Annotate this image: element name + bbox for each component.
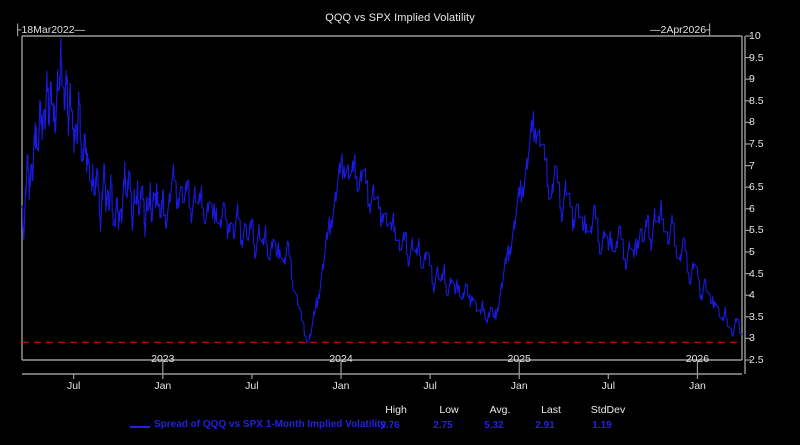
x-axis-year-label: 2025 bbox=[507, 353, 531, 365]
y-axis-tick-label: 6 bbox=[749, 202, 755, 215]
x-axis-month-label: Jan bbox=[510, 380, 528, 392]
y-axis-tick-label: 7.5 bbox=[749, 138, 764, 150]
x-axis-year-label: 2026 bbox=[685, 353, 710, 365]
y-axis-tick-label: 4 bbox=[749, 289, 755, 302]
x-axis-year-label: 2024 bbox=[329, 353, 353, 365]
range-start-label: ├18Mar2022— bbox=[14, 24, 86, 36]
y-axis-tick-label: 5.5 bbox=[749, 224, 764, 237]
y-axis-tick-label: 9 bbox=[749, 73, 755, 86]
y-axis-tick-label: 5 bbox=[749, 246, 755, 258]
y-axis-tick-label: 9.5 bbox=[749, 51, 764, 64]
legend-stat-header: StdDev bbox=[590, 404, 626, 416]
legend-color-swatch bbox=[130, 426, 150, 428]
x-axis-month-label: Jan bbox=[688, 380, 706, 392]
chart-legend: High 9.76 Low 2.75 Avg. 5.32 Last 2.91 StdDev 1.1… bbox=[0, 404, 800, 444]
y-axis-tick-label: 2.5 bbox=[749, 354, 764, 366]
legend-stat-header: Avg. bbox=[489, 404, 511, 416]
x-axis-month-label: Jul bbox=[245, 380, 259, 392]
legend-stat-value: 1.19 bbox=[592, 420, 612, 431]
y-axis-tick-label: 3 bbox=[749, 332, 755, 345]
x-axis-month-label: Jul bbox=[601, 380, 616, 392]
legend-stat-value: 5.32 bbox=[484, 420, 504, 431]
legend-series-row: Spread of QQQ vs SPX 1-Month Implied Vol… bbox=[0, 419, 800, 435]
legend-stat-header: High bbox=[385, 404, 407, 416]
y-axis-tick-label: 3.5 bbox=[749, 310, 764, 323]
y-axis-tick-label: 6.5 bbox=[749, 181, 764, 194]
axis-ticks bbox=[73, 35, 751, 379]
chart-title: QQQ vs SPX Implied Volatility bbox=[325, 12, 475, 24]
y-axis-tick-label: 7 bbox=[749, 159, 755, 172]
legend-stat-header: Low bbox=[439, 404, 459, 416]
legend-stat-headers: High 9.76 Low 2.75 Avg. 5.32 Last 2.91 StdDev 1.1… bbox=[0, 404, 800, 431]
series-line bbox=[21, 37, 743, 343]
legend-stat-header: Last bbox=[541, 404, 561, 416]
plot-frame bbox=[21, 35, 746, 375]
x-axis-month-label: Jan bbox=[332, 380, 350, 392]
x-axis-month-label: Jul bbox=[66, 380, 81, 392]
legend-stat-value: 9.76 bbox=[380, 420, 400, 431]
legend-stat-value: 2.91 bbox=[535, 420, 555, 431]
legend-series-label: Spread of QQQ vs SPX 1-Month Implied Vol… bbox=[154, 419, 387, 430]
legend-stat-value: 2.75 bbox=[433, 420, 453, 431]
y-axis-tick-label: 8 bbox=[749, 116, 755, 129]
x-axis-month-label: Jan bbox=[154, 380, 172, 392]
x-axis-year-label: 2023 bbox=[151, 353, 175, 365]
x-axis-month-label: Jul bbox=[423, 380, 437, 392]
y-axis-tick-label: 8.5 bbox=[749, 94, 764, 107]
y-axis-tick-label: 4.5 bbox=[749, 267, 764, 280]
range-end-label: —2Apr2026┤ bbox=[650, 24, 714, 36]
y-axis-tick-label: 10 bbox=[749, 30, 761, 42]
